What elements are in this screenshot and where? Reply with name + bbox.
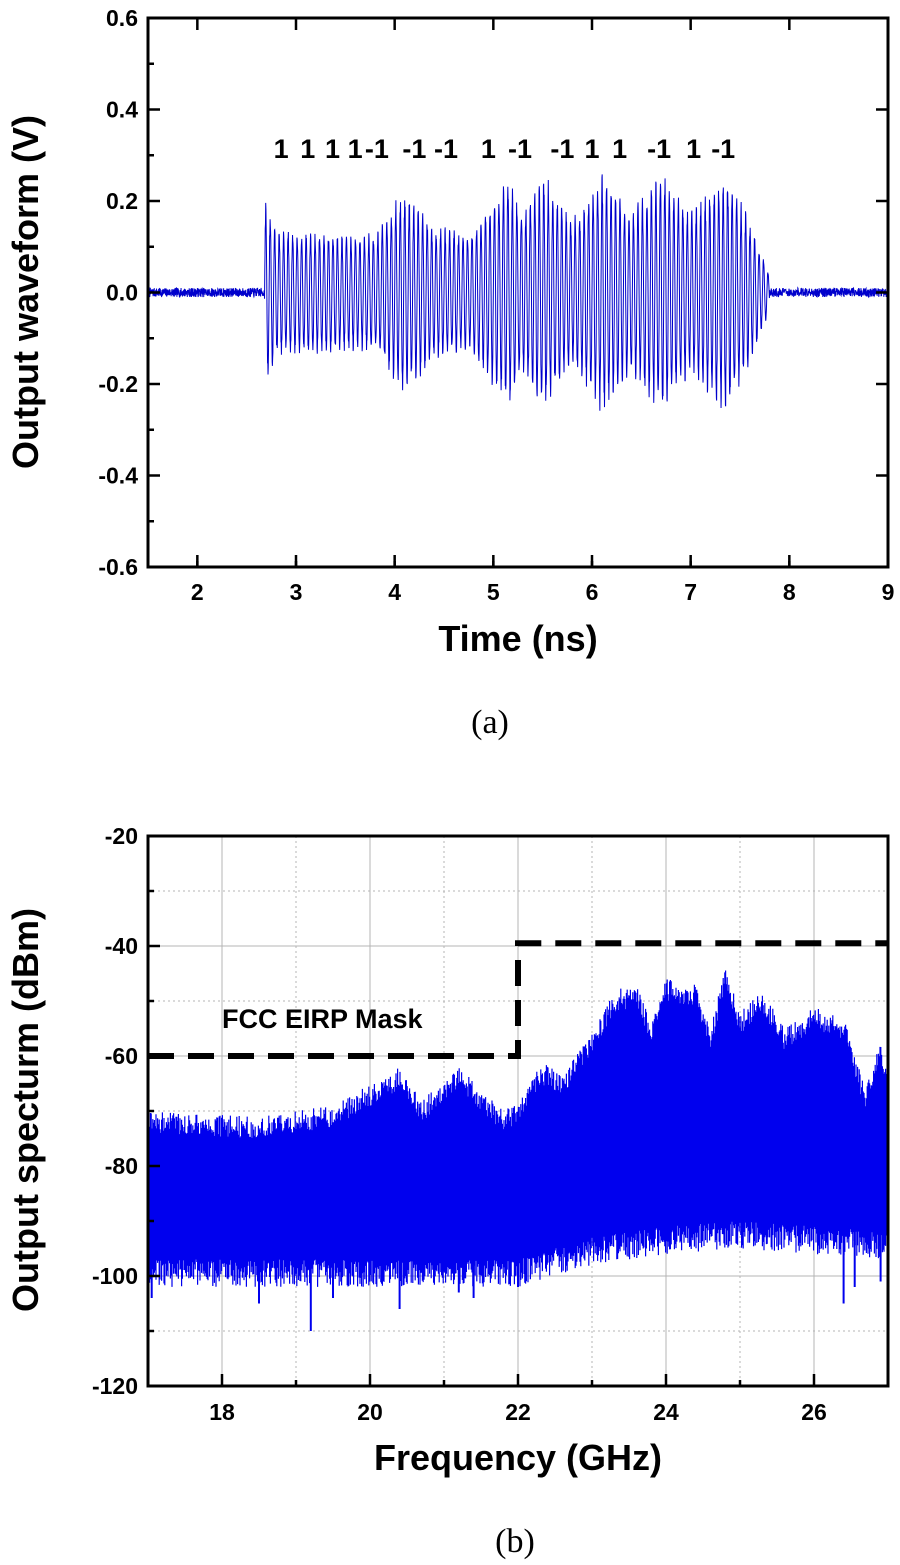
bit-label: -1 [365, 134, 389, 164]
x-tick-label: 2 [191, 579, 204, 605]
x-tick-label: 6 [586, 579, 599, 605]
y-tick-label: -100 [92, 1263, 138, 1289]
x-tick-label: 9 [882, 579, 895, 605]
waveform-chart: 1 1 1 1 -1 -1 -1 1 -1 -1 1 1 -1 1 -1 2 3 4 5 6 7 8 9-0.6-0.4-… [5, 5, 894, 741]
y-tick-label: -120 [92, 1373, 138, 1399]
spectrum-y-axis-title: Output specturm (dBm) [5, 908, 46, 1312]
y-tick-label: -0.4 [98, 463, 138, 489]
y-tick-label: -40 [105, 933, 138, 959]
waveform-plot-frame [146, 16, 890, 569]
spectrum-axis-ticks: 18 20 22 24 26 -120 -100 -80 -60 -40 -20 [92, 823, 890, 1425]
waveform-trace [147, 174, 889, 411]
x-tick-label: 4 [388, 579, 401, 605]
panel-a-caption: (a) [471, 704, 509, 741]
spectrum-series [147, 970, 889, 1331]
spectrum-x-axis-title: Frequency (GHz) [374, 1437, 662, 1478]
bit-label: -1 [711, 134, 735, 164]
fcc-eirp-mask-path [148, 940, 888, 1059]
spectrum-plot-frame [146, 834, 890, 1388]
y-tick-label: -20 [105, 823, 138, 849]
bit-label: 1 [348, 134, 363, 164]
x-tick-label: 8 [783, 579, 796, 605]
y-tick-label: 0.0 [106, 280, 138, 306]
waveform-axis-ticks: 2 3 4 5 6 7 8 9 -0.6 -0.4 -0.2 0.0 0.2 0.4 0.6 [98, 5, 894, 605]
fcc-eirp-mask-label: FCC EIRP Mask [222, 1004, 424, 1034]
waveform-y-axis-title: Output waveform (V) [5, 115, 46, 469]
bit-sequence-labels: 1 1 1 1 -1 -1 -1 1 -1 -1 1 1 -1 1 -1 [274, 134, 736, 164]
bit-label: -1 [402, 134, 426, 164]
fcc-eirp-mask-line [148, 940, 888, 1059]
x-tick-label: 24 [653, 1399, 679, 1425]
y-tick-label: -0.6 [98, 554, 138, 580]
y-tick-label: 0.6 [106, 5, 138, 31]
bit-label: -1 [647, 134, 671, 164]
x-tick-label: 18 [209, 1399, 235, 1425]
bit-label: 1 [481, 134, 496, 164]
x-tick-label: 26 [801, 1399, 827, 1425]
bit-label: 1 [325, 134, 340, 164]
bit-label: -1 [550, 134, 574, 164]
spectrum-chart: 18 20 22 24 26 -120 -100 -80 -60 -40 -20 FCC EIRP … [5, 823, 890, 1560]
y-tick-label: -0.2 [98, 371, 138, 397]
bit-label: 1 [274, 134, 289, 164]
waveform-series [147, 174, 889, 411]
x-tick-label: 22 [505, 1399, 531, 1425]
x-tick-label: 20 [357, 1399, 383, 1425]
x-tick-label: 3 [290, 579, 303, 605]
y-tick-label: -80 [105, 1153, 138, 1179]
bit-label: 1 [584, 134, 599, 164]
x-tick-label: 7 [684, 579, 697, 605]
bit-label: 1 [686, 134, 701, 164]
bit-label: -1 [508, 134, 532, 164]
x-tick-label: 5 [487, 579, 500, 605]
y-tick-label: 0.4 [106, 97, 138, 123]
waveform-x-axis-title: Time (ns) [438, 618, 597, 659]
bit-label: 1 [300, 134, 315, 164]
bit-label: 1 [612, 134, 627, 164]
y-tick-label: -60 [105, 1043, 138, 1069]
bit-label: -1 [434, 134, 458, 164]
y-tick-label: 0.2 [106, 188, 138, 214]
panel-b-caption: (b) [495, 1523, 535, 1560]
